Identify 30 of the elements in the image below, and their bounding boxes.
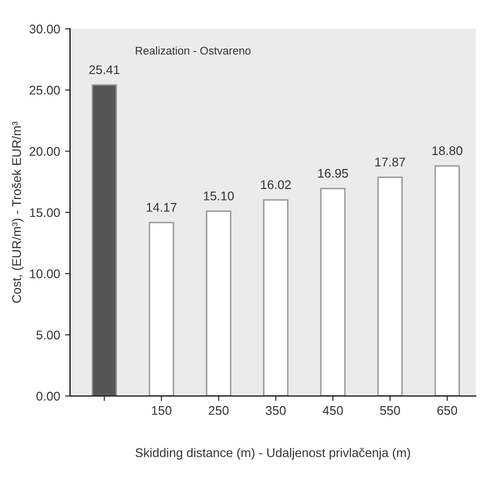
- bar: [92, 84, 118, 396]
- data-label: 14.17: [146, 203, 176, 212]
- x-tick-label: 650: [437, 406, 458, 415]
- y-tick-label: 30.00: [30, 24, 60, 34]
- y-tick-label: 5.00: [36, 330, 60, 340]
- y-tick-label: 10.00: [30, 269, 60, 278]
- bar: [263, 199, 288, 396]
- data-label: 16.95: [318, 168, 348, 178]
- y-tick-label: 0.00: [36, 392, 60, 401]
- x-tick-label: 550: [380, 406, 400, 415]
- y-tick-label: 20.00: [30, 147, 60, 156]
- y-tick-label: 15.00: [30, 208, 60, 218]
- x-axis-title: Skidding distance (m) - Udaljenost privlačenja (m): [136, 448, 410, 460]
- bar: [320, 188, 346, 396]
- bar: [148, 222, 174, 396]
- y-tick-label: 25.00: [30, 86, 60, 95]
- bar: [206, 210, 232, 396]
- data-label: 16.02: [261, 180, 291, 190]
- x-tick-label: 150: [152, 406, 172, 415]
- data-label: 25.41: [89, 65, 120, 74]
- data-label: 15.10: [204, 192, 234, 200]
- data-label: 17.87: [375, 158, 406, 166]
- bar: [434, 165, 460, 396]
- x-tick-label: 350: [266, 406, 286, 415]
- bar: [377, 176, 403, 396]
- x-tick-label: 450: [322, 406, 343, 415]
- annotation: Realization - Ostvareno: [136, 46, 251, 55]
- data-label: 18.80: [432, 146, 462, 156]
- x-tick-label: 250: [208, 406, 229, 415]
- y-axis-title: Cost, (EUR/m³) - Trošek EUR/m³: [12, 122, 24, 303]
